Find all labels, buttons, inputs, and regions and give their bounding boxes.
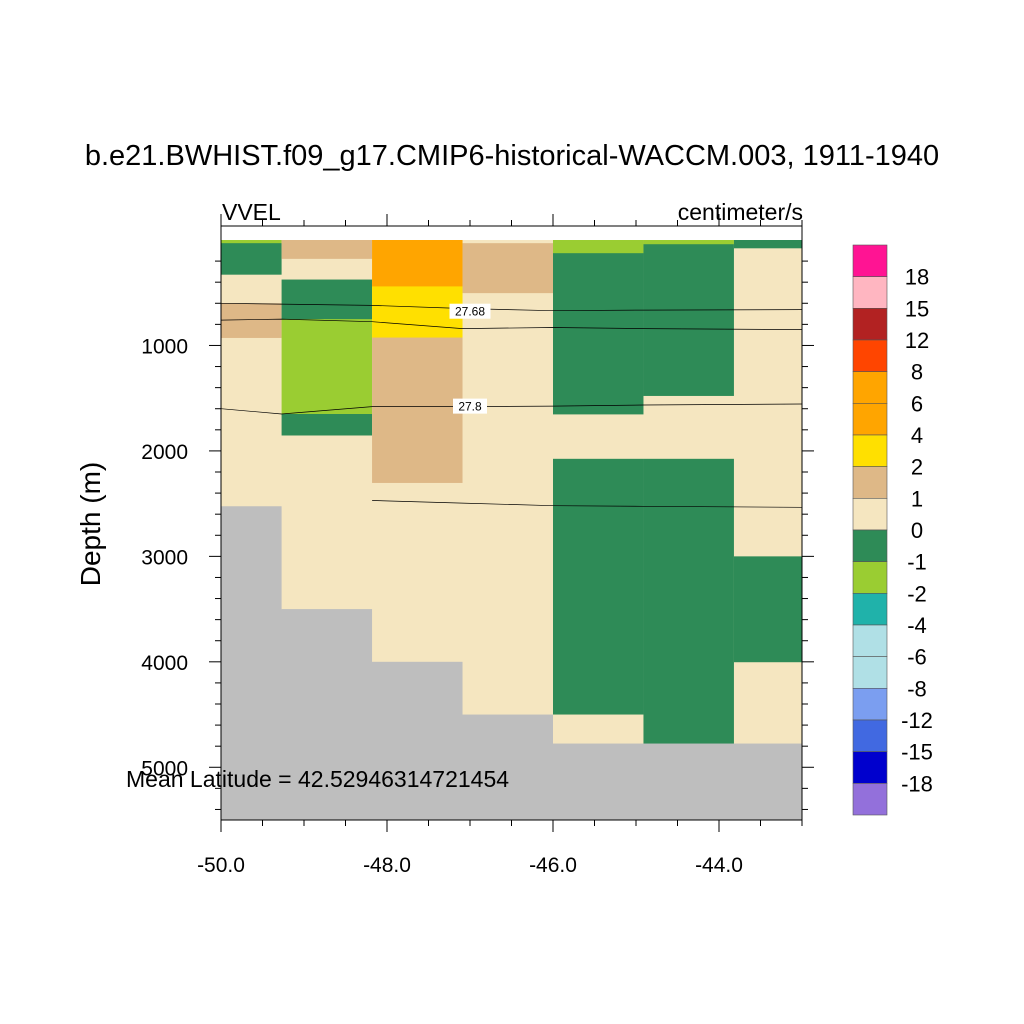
colorbar-box (852, 529, 888, 562)
colorbar-box (852, 276, 888, 309)
colorbar-label: -2 (907, 581, 927, 606)
y-tick-label: 4000 (141, 652, 188, 675)
colorbar-label: -1 (907, 550, 927, 575)
data-cell (221, 240, 282, 507)
x-tick-label: -46.0 (529, 854, 577, 877)
colorbar-label: 2 (911, 455, 923, 480)
data-cell (372, 286, 463, 338)
data-cell (553, 714, 644, 744)
data-cell (643, 244, 735, 396)
land-cell (281, 609, 373, 821)
land-cell (733, 743, 803, 821)
contour-label-bg (449, 303, 491, 319)
colorbar: 18 15 12 8 6 4 2 1 0 -1 -2 -4 -6 -8 -12 -15 -18 (852, 244, 933, 816)
colorbar-label: -18 (901, 771, 933, 796)
variable-label: VVEL (222, 199, 281, 225)
x-tick-label: -50.0 (197, 854, 245, 877)
colorbar-box (852, 656, 888, 689)
x-tick-label: -48.0 (363, 854, 411, 877)
land-cell (462, 714, 554, 821)
data-cell (221, 243, 282, 275)
colorbar-box (852, 244, 888, 277)
land-cell (643, 743, 735, 821)
data-cell (221, 303, 282, 338)
colorbar-box (852, 783, 888, 816)
y-tick-label: 1000 (141, 335, 188, 358)
data-cell (281, 279, 373, 320)
colorbar-label: 8 (911, 360, 923, 385)
colorbar-label: -6 (907, 645, 927, 670)
data-cell (281, 414, 373, 436)
colorbar-label: 15 (905, 296, 929, 321)
colorbar-box (852, 498, 888, 531)
colorbar-label: 1 (911, 486, 923, 511)
colorbar-box (852, 624, 888, 657)
y-tick-label: 5000 (141, 757, 188, 780)
colorbar-box (852, 403, 888, 436)
mean-latitude-annotation: Mean Latitude = 42.52946314721454 (126, 766, 509, 792)
data-cell (733, 240, 803, 744)
chart-title: b.e21.BWHIST.f09_g17.CMIP6-historical-WA… (84, 140, 940, 172)
data-cell (372, 337, 463, 483)
data-cell (553, 458, 644, 715)
y-tick-label: 2000 (141, 441, 188, 464)
data-cells (221, 240, 803, 821)
colorbar-label: 12 (905, 328, 929, 353)
data-cell (221, 240, 282, 244)
data-cell (462, 240, 554, 715)
colorbar-box (852, 466, 888, 499)
land-cell (221, 506, 282, 821)
data-cell (733, 240, 803, 249)
colorbar-label: 4 (911, 423, 923, 448)
colorbar-box (852, 371, 888, 404)
colorbar-box (852, 434, 888, 467)
colorbar-label: -12 (901, 708, 933, 733)
data-cell (643, 458, 735, 744)
colorbar-label: 18 (905, 265, 929, 290)
data-cell (281, 240, 373, 259)
data-cell (281, 319, 373, 415)
land-cell (553, 743, 644, 821)
data-cell (733, 556, 803, 663)
contour-label: 27.68 (455, 305, 485, 319)
colorbar-label: -15 (901, 740, 933, 765)
y-axis-label: Depth (m) (75, 462, 106, 586)
data-cell (553, 253, 644, 415)
density-contours: 27.68 27.8 (220, 302, 803, 508)
contour-label: 27.8 (458, 400, 482, 414)
colorbar-label: 0 (911, 518, 923, 543)
colorbar-label: 6 (911, 391, 923, 416)
data-cell (643, 240, 735, 245)
contour-label-bg (453, 398, 487, 414)
data-cell (553, 240, 644, 254)
data-cell (462, 243, 554, 294)
colorbar-box (852, 561, 888, 594)
land-cell (372, 661, 463, 821)
colorbar-box (852, 593, 888, 626)
colorbar-box (852, 688, 888, 721)
y-axis: 1000 2000 3000 4000 5000 (141, 260, 814, 810)
x-tick-label: -44.0 (695, 854, 743, 877)
colorbar-box (852, 719, 888, 752)
data-cell (372, 240, 463, 287)
y-tick-label: 3000 (141, 546, 188, 569)
contour-line (220, 318, 803, 330)
units-label: centimeter/s (677, 199, 803, 225)
colorbar-label: -4 (907, 613, 927, 638)
colorbar-box (852, 308, 888, 341)
contour-line (220, 302, 803, 312)
colorbar-box (852, 751, 888, 784)
colorbar-label: -8 (907, 676, 927, 701)
x-axis: -50.0 -48.0 -46.0 -44.0 (197, 214, 803, 877)
colorbar-box (852, 339, 888, 372)
contour-line (372, 500, 803, 508)
